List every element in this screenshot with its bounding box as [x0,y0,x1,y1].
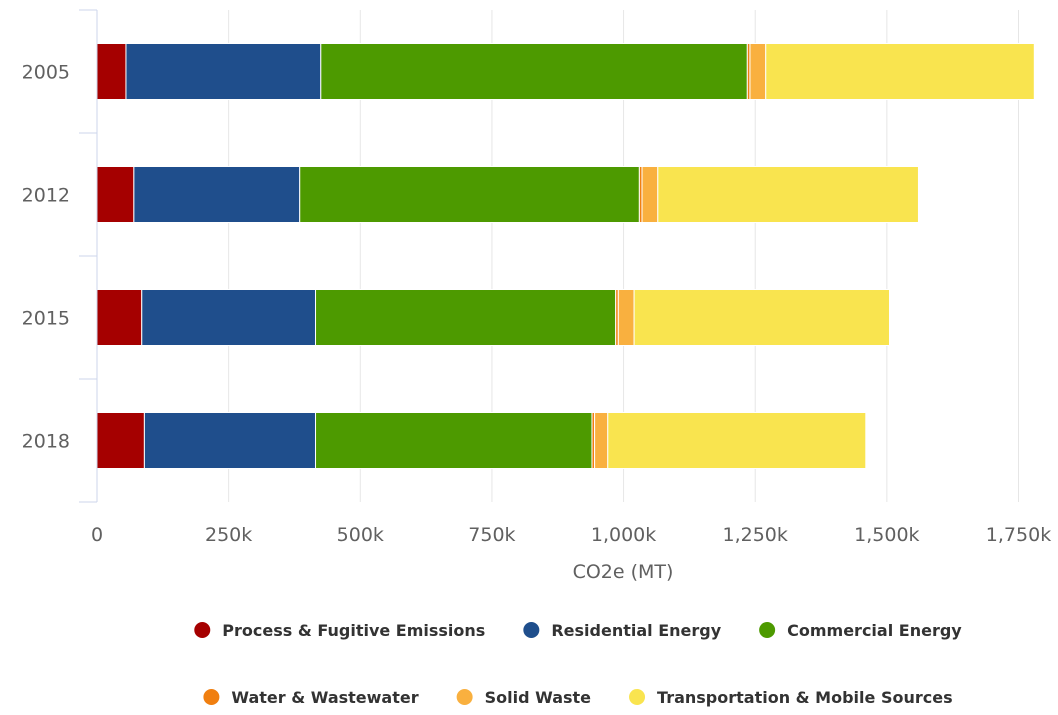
x-tick-label: 750k [468,524,515,546]
legend-marker [523,622,540,638]
bar-segment[interactable] [315,412,593,469]
bar-segment[interactable] [657,166,919,223]
legend-label: Water & Wastewater [231,688,418,707]
bars-layer [96,43,1035,469]
legend-item[interactable]: Commercial Energy [759,621,962,640]
bar-segment[interactable] [125,43,322,100]
x-tick-label: 0 [91,524,103,546]
bar-segment[interactable] [96,166,135,223]
legend-label: Solid Waste [485,688,592,707]
legend-label: Residential Energy [551,621,721,640]
bar-segment[interactable] [607,412,867,469]
x-tick-label: 1,250k [723,524,788,546]
legend-label: Commercial Energy [787,621,962,640]
y-category-label: 2015 [22,308,70,330]
bar-segment[interactable] [96,289,143,346]
legend-marker [456,689,473,705]
legend-item[interactable]: Transportation & Mobile Sources [629,688,953,707]
bar-segment[interactable] [641,166,659,223]
x-tick-label: 1,500k [854,524,919,546]
bar-segment[interactable] [299,166,640,223]
legend-marker [203,689,220,705]
bar-segment[interactable] [594,412,609,469]
legend-item[interactable]: Water & Wastewater [203,688,419,707]
legend-item[interactable]: Process & Fugitive Emissions [194,621,485,640]
x-tick-label: 1,750k [986,524,1051,546]
bar-segment[interactable] [96,43,127,100]
legend-label: Transportation & Mobile Sources [657,688,953,707]
x-tick-label: 250k [205,524,252,546]
x-tick-label: 500k [337,524,384,546]
x-tick-label: 1,000k [591,524,656,546]
bar-segment[interactable] [133,166,301,223]
y-category-label: 2005 [22,62,70,84]
bar-segment[interactable] [141,289,317,346]
legend-item[interactable]: Residential Energy [523,621,722,640]
bar-segment[interactable] [633,289,890,346]
legend-label: Process & Fugitive Emissions [222,621,485,640]
legend-marker [629,689,646,705]
legend-item[interactable]: Solid Waste [456,688,592,707]
x-axis-title: CO2e (MT) [573,561,674,583]
legend-marker [194,622,211,638]
bar-segment[interactable] [617,289,635,346]
axis-layer: 0 250k 500k 750k 1,000k 1,250k 1,500k 1,750k 200… [22,9,1051,546]
bar-segment[interactable] [765,43,1035,100]
legend-marker [759,622,776,638]
bar-segment[interactable] [143,412,317,469]
bar-segment[interactable] [320,43,748,100]
bar-segment[interactable] [315,289,617,346]
y-category-label: 2012 [22,185,70,207]
bar-segment[interactable] [96,412,145,469]
y-category-label: 2018 [22,431,70,453]
legend: Process & Fugitive Emissions Residential … [194,621,962,707]
bar-segment[interactable] [749,43,767,100]
